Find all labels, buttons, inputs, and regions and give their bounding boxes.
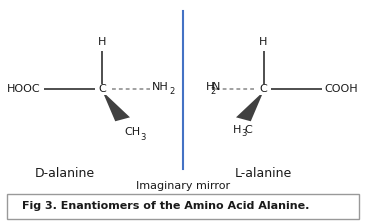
Text: CH: CH (124, 127, 141, 137)
FancyBboxPatch shape (7, 194, 359, 219)
Text: H: H (259, 37, 268, 47)
Text: H: H (98, 37, 107, 47)
Text: COOH: COOH (324, 84, 358, 94)
Text: Imaginary mirror: Imaginary mirror (136, 181, 230, 191)
Text: 3: 3 (141, 133, 146, 142)
Text: C: C (259, 84, 268, 94)
Text: D-alanine: D-alanine (35, 167, 95, 180)
Text: C: C (244, 125, 252, 135)
Text: Fig 3. Enantiomers of the Amino Acid Alanine.: Fig 3. Enantiomers of the Amino Acid Ala… (22, 201, 309, 211)
Text: NH: NH (152, 82, 169, 92)
Polygon shape (236, 91, 264, 121)
Text: HOOC: HOOC (7, 84, 40, 94)
Text: H: H (206, 82, 214, 92)
Text: 2: 2 (211, 87, 216, 96)
Text: C: C (98, 84, 107, 94)
Text: H: H (233, 125, 242, 135)
Text: N: N (212, 82, 221, 92)
Polygon shape (102, 91, 130, 121)
Text: 2: 2 (169, 87, 175, 96)
Text: L-alanine: L-alanine (235, 167, 292, 180)
Text: 3: 3 (242, 129, 247, 138)
